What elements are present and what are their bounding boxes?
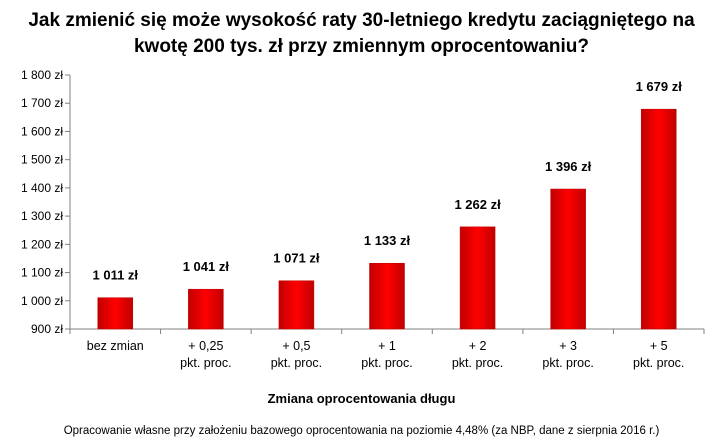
y-tick-label: 1 600 zł [21,124,63,138]
data-label: 1 011 zł [93,268,139,283]
x-tick-label: pkt. proc. [633,356,684,370]
x-tick-label: + 1 [378,339,396,353]
bar [278,280,315,330]
bar [97,297,134,330]
x-tick-label: + 3 [559,339,577,353]
data-label: 1 679 zł [636,79,683,94]
y-tick-label: 1 100 zł [21,266,63,280]
x-tick-label: pkt. proc. [271,356,322,370]
x-tick-label: + 0,5 [282,339,310,353]
bar [550,188,586,330]
data-label: 1 396 zł [545,159,592,174]
y-tick-label: 1 400 zł [21,181,63,195]
data-label: 1 133 zł [364,233,411,248]
x-axis-label: Zmiana oprocentowania długu [267,391,456,406]
bar [640,108,677,330]
y-tick-label: 1 200 zł [21,237,63,251]
footnote: Opracowanie własne przy założeniu bazowe… [63,425,660,437]
x-tick-label: + 0,25 [188,339,223,353]
bar [369,262,405,330]
chart-labels: 900 zł 1 000 zł 1 100 zł 1 200 zł 1 300 zł 1 … [21,68,684,370]
x-tick-label: pkt. proc. [180,356,231,370]
y-tick-label: 1 700 zł [21,96,63,110]
data-label: 1 041 zł [183,259,230,274]
y-tick-label: 1 300 zł [21,209,63,223]
x-tick-label: + 5 [650,339,668,353]
x-tick-label: pkt. proc. [542,356,593,370]
chart-bars [97,108,677,330]
x-tick-label: pkt. proc. [452,356,503,370]
data-label: 1 071 zł [273,251,320,266]
y-tick-label: 1 800 zł [21,68,63,82]
y-tick-label: 1 500 zł [21,153,63,167]
data-label: 1 262 zł [454,197,501,212]
chart-title: Jak zmienić się może wysokość raty 30-le… [0,8,723,60]
x-tick-label: + 2 [469,339,487,353]
bar [188,288,224,330]
chart-title-line-2: kwotę 200 tys. zł przy zmiennym oprocent… [133,36,590,57]
x-tick-label: bez zmian [87,339,144,353]
x-tick-label: pkt. proc. [361,356,412,370]
chart-title-line-1: Jak zmienić się może wysokość raty 30-le… [28,10,695,31]
bar [459,226,496,330]
y-tick-label: 1 000 zł [21,294,63,308]
y-tick-label: 900 zł [31,322,63,336]
